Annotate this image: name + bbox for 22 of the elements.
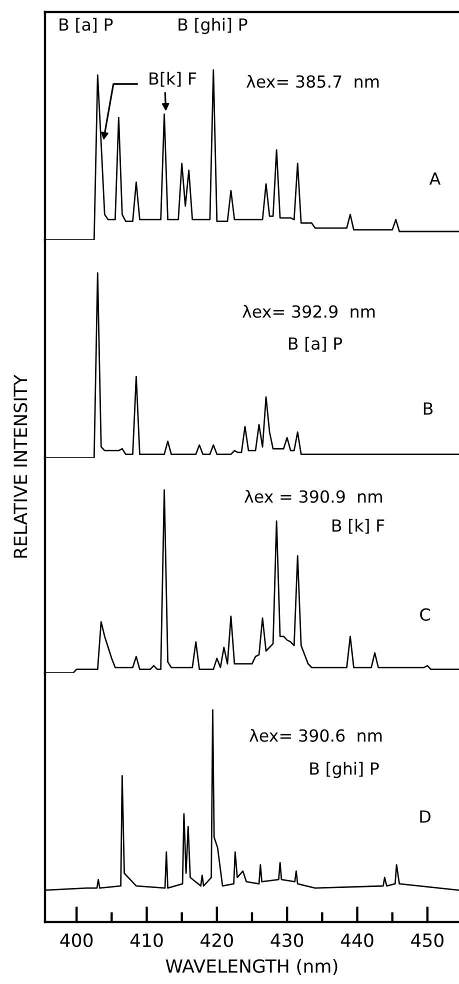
annotation: B [ghi] P — [310, 762, 379, 778]
x-axis-title: WAVELENGTH (nm) — [166, 958, 338, 976]
annotation: C — [420, 608, 430, 621]
text: B [a] P — [60, 18, 113, 33]
annotation: λex= 392.9 nm — [242, 304, 375, 318]
annotation: B — [424, 402, 433, 415]
annotation: λex= 385.7 nm — [246, 74, 379, 88]
x-tick-label: 430 — [270, 933, 304, 948]
annotation: A — [429, 172, 441, 185]
x-tick-label: 400 — [60, 933, 93, 948]
annotation: D — [420, 810, 430, 823]
annotation: B[k] F — [150, 72, 196, 87]
text: B [ghi] P — [178, 18, 248, 34]
x-tick-label: 450 — [411, 933, 444, 948]
annotation: B [a] P — [288, 336, 342, 352]
x-tick-label: 440 — [340, 933, 374, 948]
x-tick-label: 410 — [130, 933, 163, 948]
annotation: λex = 390.9 nm — [244, 490, 382, 503]
y-axis-title: RELATIVE INTENSITY — [14, 374, 28, 558]
annotation: λex= 390.6 nm — [249, 728, 382, 742]
x-tick-label: 420 — [200, 933, 233, 948]
annotation: B [k] F — [332, 518, 384, 534]
